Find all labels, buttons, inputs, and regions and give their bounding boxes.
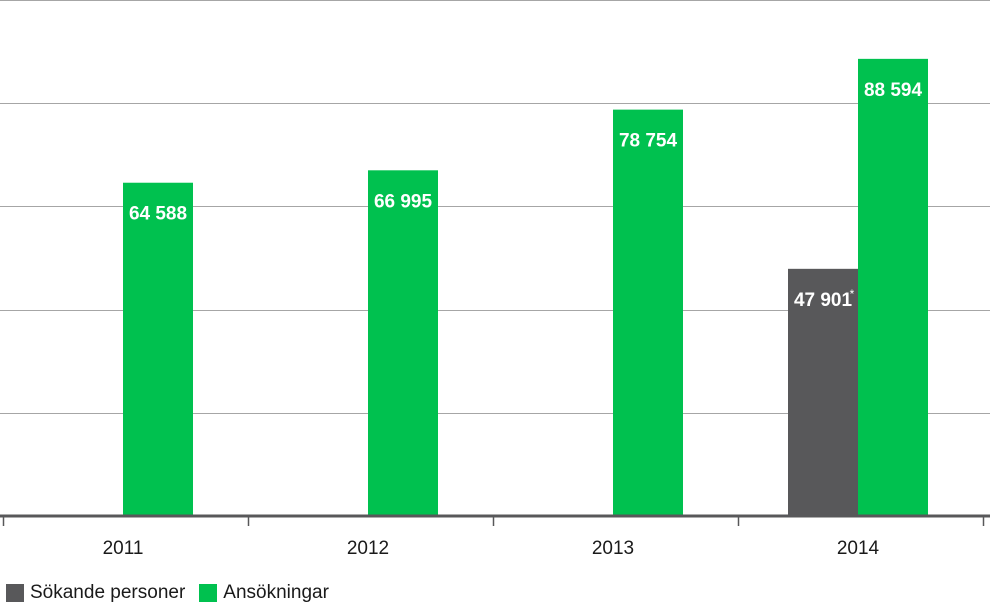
data-label: 64 588 xyxy=(129,204,187,225)
legend-swatch-sokande xyxy=(6,584,24,602)
legend-item-sokande: Sökande personer xyxy=(6,582,185,604)
data-label: 47 901 xyxy=(794,290,853,311)
chart-legend: Sökande personer Ansökningar xyxy=(6,582,343,604)
bar-ansokningar-2014 xyxy=(858,58,928,517)
x-tick-label: 2012 xyxy=(347,538,389,559)
footnote-mark: * xyxy=(850,287,855,301)
legend-item-ansokningar: Ansökningar xyxy=(199,582,329,604)
x-tick-label: 2014 xyxy=(837,538,880,559)
bar-sokande-2014 xyxy=(788,268,858,516)
data-label: 88 594 xyxy=(864,80,923,101)
legend-label-ansokningar: Ansökningar xyxy=(223,582,329,603)
data-label: 78 754 xyxy=(619,131,678,152)
bar-ansokningar-2012 xyxy=(368,170,438,517)
legend-swatch-ansokningar xyxy=(199,584,218,602)
data-label: 66 995 xyxy=(374,191,433,212)
bar-ansokningar-2011 xyxy=(123,182,193,516)
x-tick-label: 2011 xyxy=(103,538,144,559)
x-tick-label: 2013 xyxy=(592,538,634,559)
bar-ansokningar-2013 xyxy=(613,109,683,516)
legend-label-sokande: Sökande personer xyxy=(30,582,186,603)
